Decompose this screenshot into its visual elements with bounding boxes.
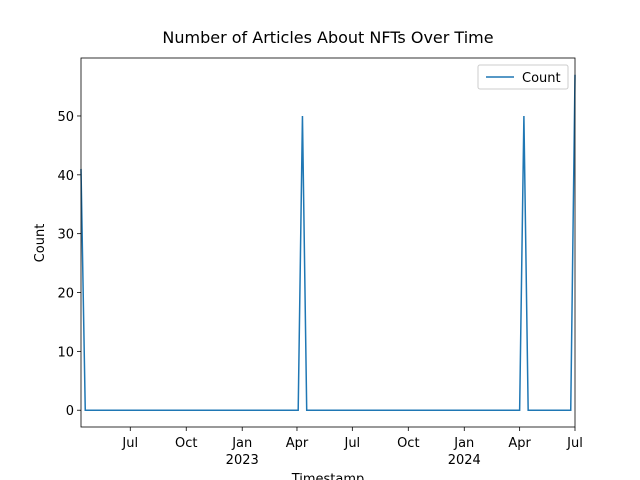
x-tick-label: Oct [397, 436, 419, 451]
y-axis-label: Count [33, 224, 48, 263]
plot-frame [80, 57, 576, 428]
x-tick-label: Jul [343, 436, 360, 451]
legend-box [477, 64, 569, 90]
x-tick-label: Jan [453, 436, 474, 451]
x-tick-label: Jan [231, 436, 252, 451]
data-line [80, 74, 576, 411]
x-tick-label: Jul [121, 436, 138, 451]
x-tick-label: Jul [566, 436, 583, 451]
x-year-label: 2024 [448, 453, 481, 468]
x-axis-label: Timestamp [291, 472, 365, 480]
x-tick-label: Apr [508, 436, 531, 451]
y-tick-label: 40 [57, 169, 74, 184]
y-tick-label: 10 [57, 345, 74, 360]
chart-title: Number of Articles About NFTs Over Time [162, 28, 493, 47]
x-year-label: 2023 [226, 453, 259, 468]
x-tick-label: Oct [175, 436, 197, 451]
x-tick-label: Apr [286, 436, 309, 451]
y-tick-label: 50 [57, 110, 74, 125]
legend-label: Count [522, 71, 561, 86]
y-tick-label: 30 [57, 228, 74, 243]
y-tick-label: 0 [66, 404, 74, 419]
y-tick-label: 20 [57, 287, 74, 302]
